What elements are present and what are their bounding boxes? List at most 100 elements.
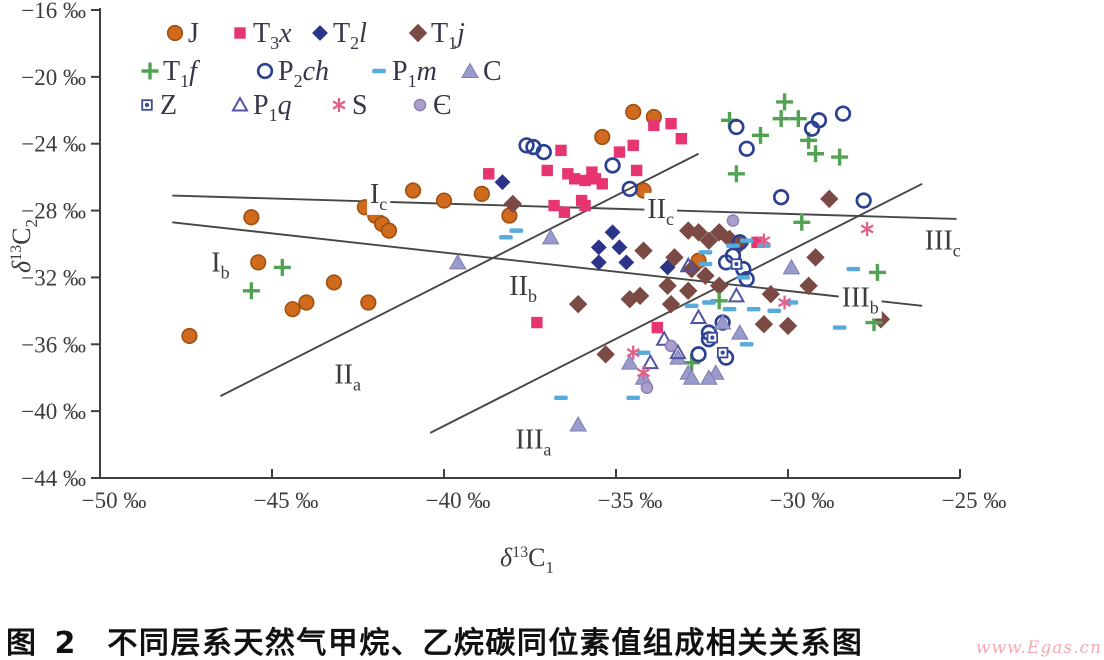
figure-caption: 图 2 不同层系天然气甲烷、乙烷碳同位素值组成相关关系图 — [6, 618, 1104, 660]
legend-item-Z: Z — [141, 90, 177, 121]
point — [579, 199, 591, 212]
point — [166, 24, 184, 42]
legend-label-C: C — [483, 56, 502, 87]
point-dot — [144, 102, 150, 108]
point — [621, 180, 638, 197]
zone-label-bg — [506, 269, 540, 307]
point — [613, 146, 626, 158]
point — [751, 126, 769, 144]
zone-label-IIc: IIc — [647, 194, 674, 229]
point — [664, 339, 678, 353]
point — [665, 117, 677, 130]
y-tick-label: −36 ‰ — [21, 332, 86, 357]
point — [626, 345, 640, 360]
point — [778, 316, 798, 336]
point — [626, 395, 640, 400]
point — [746, 306, 761, 312]
legend-item-S: S — [332, 90, 368, 121]
point — [231, 95, 249, 112]
point — [702, 300, 716, 305]
point — [579, 174, 591, 187]
point — [820, 189, 839, 209]
point — [810, 112, 828, 129]
watermark-text: www.Egas.cn — [975, 638, 1102, 658]
point — [625, 103, 642, 121]
legend-label-P2ch: P2ch — [278, 56, 329, 91]
point — [739, 342, 754, 347]
series-E — [640, 214, 740, 395]
point — [831, 148, 849, 166]
point — [730, 324, 749, 340]
legend-label-T1f: T1f — [163, 56, 200, 91]
point — [634, 241, 653, 260]
point — [727, 165, 745, 183]
point — [651, 321, 663, 334]
boundary-steep-left — [219, 152, 699, 397]
point — [569, 416, 588, 432]
zone-label-IIIb: IIIb — [842, 282, 879, 317]
point — [713, 314, 732, 330]
point — [630, 164, 643, 177]
point — [772, 189, 790, 206]
point — [242, 282, 260, 300]
point — [461, 62, 479, 78]
x-tick-label: −45 ‰ — [254, 488, 319, 513]
point — [568, 294, 588, 314]
legend-label-S: S — [352, 90, 368, 121]
point — [834, 105, 852, 122]
point — [727, 286, 746, 303]
legend-label-T2l: T2l — [333, 18, 367, 53]
point — [806, 248, 825, 267]
point — [689, 223, 708, 242]
legend-label-P1q: P1q — [253, 90, 292, 125]
isotope-crossplot-chart: −16 ‰ −20 ‰ −24 ‰ −28 ‰ −32 ‰ −36 ‰ −40 ‰ −44 ‰… — [7, 0, 1006, 577]
point — [620, 354, 639, 370]
x-tick-label: −30 ‰ — [770, 488, 835, 513]
tick-labels: −16 ‰ −20 ‰ −24 ‰ −28 ‰ −32 ‰ −36 ‰ −40 ‰ −44 ‰… — [21, 0, 1006, 513]
legend-item-P2ch: P2ch — [256, 56, 329, 91]
boundary-steep-right — [429, 182, 923, 434]
y-axis-title: δ13C2 — [7, 219, 41, 273]
legend-item-T3x: T3x — [234, 18, 292, 53]
point — [518, 137, 535, 154]
legend-label-P1m: P1m — [392, 56, 437, 91]
zone-label-IIIa: IIIa — [515, 425, 551, 460]
point — [448, 253, 467, 270]
point — [181, 327, 198, 345]
point — [250, 254, 267, 271]
point — [689, 308, 708, 325]
point-dot — [734, 261, 739, 267]
point — [408, 23, 428, 43]
point — [234, 27, 246, 39]
legend-label-E: Є — [433, 90, 451, 121]
boundary-b-descending — [172, 221, 923, 307]
point — [569, 173, 581, 185]
legend-item-T1f: T1f — [141, 56, 200, 91]
zone-label-bg — [921, 224, 964, 262]
zone-label-bg — [331, 358, 365, 396]
point — [682, 259, 701, 279]
point — [679, 256, 697, 273]
point — [726, 243, 740, 248]
point — [604, 157, 621, 174]
zone-label-bg — [366, 177, 391, 215]
point — [413, 98, 427, 112]
point — [767, 308, 782, 314]
y-tick-label: −28 ‰ — [21, 199, 86, 224]
point — [789, 110, 807, 128]
point — [658, 276, 677, 295]
point — [696, 266, 715, 285]
point — [618, 254, 635, 271]
series-T2l — [494, 174, 676, 276]
zone-label-IIIc: IIIc — [925, 226, 961, 261]
series-C — [448, 228, 801, 432]
point — [590, 254, 607, 271]
axis-frame — [99, 8, 960, 479]
series-J — [181, 103, 707, 345]
point — [772, 110, 790, 128]
x-tick-label: −35 ‰ — [598, 488, 663, 513]
legend-label-T3x: T3x — [253, 18, 292, 53]
point — [682, 369, 701, 385]
y-tick-label: −20 ‰ — [21, 65, 86, 90]
